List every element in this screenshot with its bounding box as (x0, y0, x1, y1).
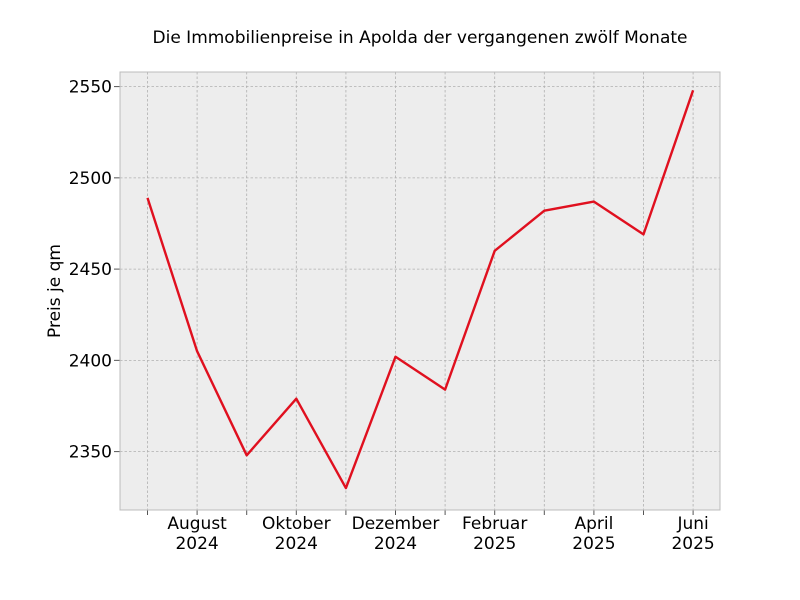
x-tick-label: August 2024 (167, 514, 227, 554)
y-axis-label: Preis je qm (45, 244, 65, 338)
x-tick-label: Dezember 2024 (352, 514, 440, 554)
x-tick-label: April 2025 (572, 514, 615, 554)
x-tick-label: Oktober 2024 (262, 514, 331, 554)
x-tick-label: Juni 2025 (671, 514, 714, 554)
plot-frame (119, 71, 721, 511)
y-tick-label: 2500 (69, 169, 112, 189)
series-line (146, 89, 695, 490)
y-tick-label: 2550 (69, 78, 112, 98)
grid (120, 72, 720, 510)
x-axis: August 2024 Oktober 2024 Dezember 2024 Februar… (147, 510, 715, 554)
chart-title: Die Immobilienpreise in Apolda der verga… (153, 28, 688, 48)
plot-area (120, 72, 720, 510)
x-tick-label: Februar 2025 (462, 514, 527, 554)
y-tick-label: 2450 (69, 260, 112, 280)
y-tick-label: 2350 (69, 443, 112, 463)
y-tick-label: 2400 (69, 351, 112, 371)
y-axis: 2350 2400 2450 2500 2550 (69, 78, 120, 463)
